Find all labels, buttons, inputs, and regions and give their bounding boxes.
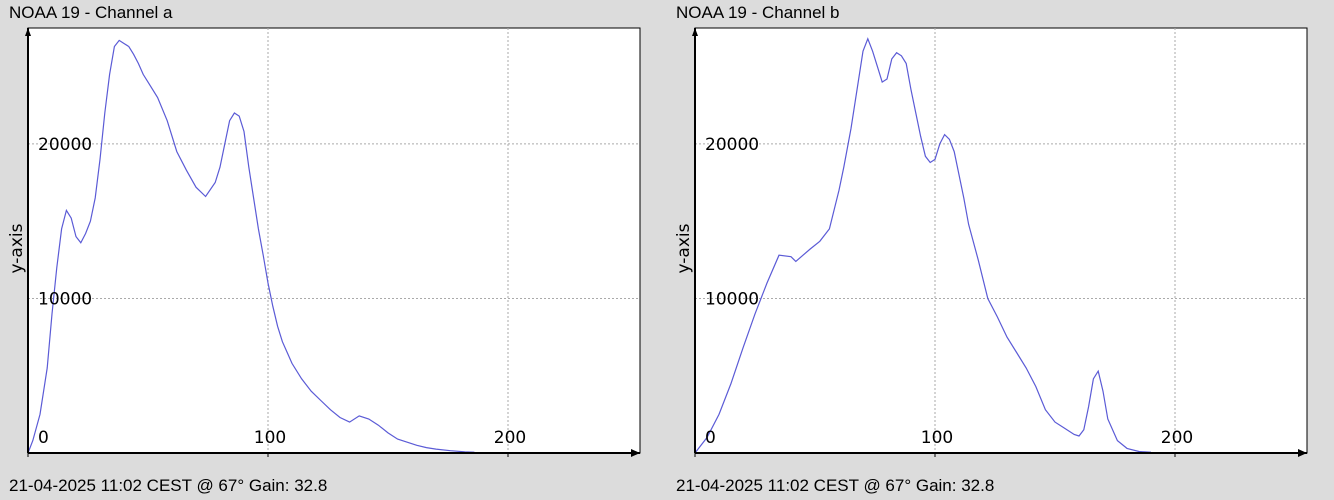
chart-panel-b: 0 100 200 10000 20000 y-axis NOAA 19 - Channe… bbox=[667, 0, 1334, 500]
x-axis-arrow bbox=[631, 449, 640, 457]
x-tick-label: 0 bbox=[705, 428, 716, 448]
y-tick-label: 10000 bbox=[705, 289, 759, 309]
series-line bbox=[27, 39, 475, 454]
y-axis-arrow bbox=[25, 28, 31, 36]
y-axis-arrow bbox=[692, 28, 698, 36]
chart-panel-a: 0 100 200 10000 20000 y-axis NOAA 19 - Channe… bbox=[7, 3, 641, 495]
y-axis-label: y-axis bbox=[7, 223, 27, 273]
y-axis-label: y-axis bbox=[674, 223, 694, 273]
chart-a: 0 100 200 10000 20000 y-axis bbox=[7, 27, 641, 457]
y-tick-label: 10000 bbox=[38, 289, 92, 309]
plot-area bbox=[27, 27, 641, 454]
x-tick-label: 0 bbox=[38, 428, 49, 448]
x-axis-arrow bbox=[1298, 449, 1307, 457]
chart-b: 0 100 200 10000 20000 y-axis bbox=[674, 27, 1308, 457]
x-tick-label: 100 bbox=[921, 428, 953, 448]
x-tick-label: 200 bbox=[1161, 428, 1193, 448]
chart-title-b: NOAA 19 - Channel b bbox=[676, 3, 840, 22]
plot-area bbox=[694, 27, 1308, 454]
x-tick-label: 100 bbox=[254, 428, 286, 448]
y-tick-label: 20000 bbox=[38, 135, 92, 155]
x-tick-label: 200 bbox=[494, 428, 526, 448]
chart-title-a: NOAA 19 - Channel a bbox=[9, 3, 173, 22]
chart-footer-b: 21-04-2025 11:02 CEST @ 67° Gain: 32.8 bbox=[676, 476, 995, 495]
y-tick-label: 20000 bbox=[705, 135, 759, 155]
chart-footer-a: 21-04-2025 11:02 CEST @ 67° Gain: 32.8 bbox=[9, 476, 328, 495]
series-line bbox=[694, 37, 1152, 454]
